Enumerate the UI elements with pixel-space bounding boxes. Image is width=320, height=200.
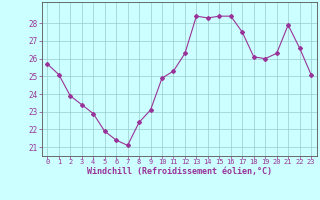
X-axis label: Windchill (Refroidissement éolien,°C): Windchill (Refroidissement éolien,°C) bbox=[87, 167, 272, 176]
